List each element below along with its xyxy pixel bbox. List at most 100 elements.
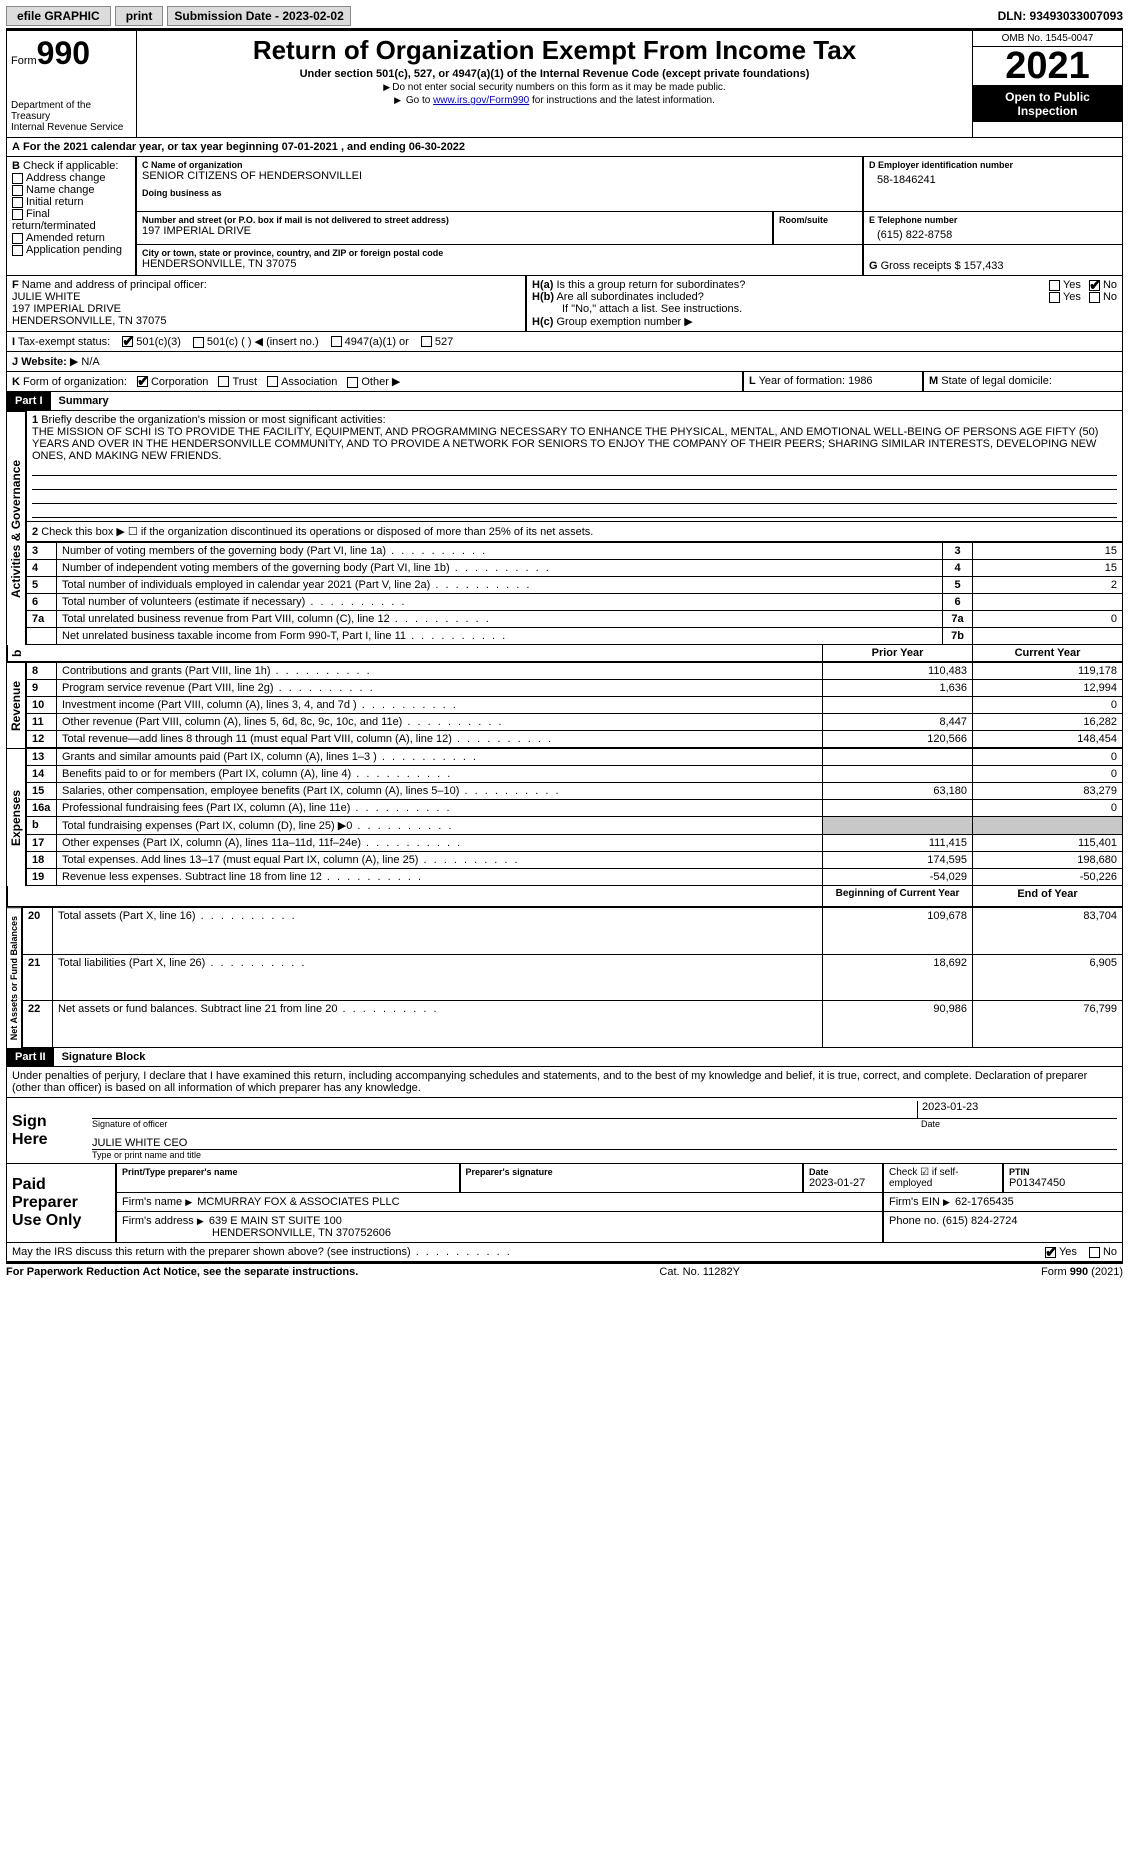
firm-phone: (615) 824-2724 — [942, 1215, 1017, 1227]
mission-text: THE MISSION OF SCHI IS TO PROVIDE THE FA… — [32, 426, 1098, 462]
print-button[interactable]: print — [115, 6, 164, 26]
gross-receipts: 157,433 — [964, 260, 1004, 272]
prep-date: 2023-01-27 — [809, 1177, 877, 1189]
city-label: City or town, state or province, country… — [142, 248, 857, 258]
cb-initial-return[interactable]: Initial return — [12, 196, 130, 208]
table-row: 12Total revenue—add lines 8 through 11 (… — [27, 731, 1123, 748]
d-label: Employer identification number — [878, 160, 1013, 170]
form-page: efile GRAPHIC print Submission Date - 20… — [0, 0, 1129, 1284]
table-row: 20Total assets (Part X, line 16)109,6788… — [23, 908, 1123, 955]
officer-name-title: JULIE WHITE CEO — [92, 1137, 1117, 1150]
sig-date: 2023-01-23 — [917, 1101, 1117, 1119]
f-label: Name and address of principal officer: — [22, 279, 207, 291]
col-prior: Prior Year — [822, 645, 972, 661]
hb-label: Are all subordinates included? — [556, 291, 703, 303]
may-irs-yes[interactable]: Yes — [1045, 1246, 1077, 1258]
cb-name-change[interactable]: Name change — [12, 184, 130, 196]
dept-treasury: Department of the Treasury Internal Reve… — [11, 100, 132, 133]
part1-header: Part I Summary — [6, 392, 1123, 411]
cb-app-pending[interactable]: Application pending — [12, 244, 130, 256]
firm-ein-label: Firm's EIN — [889, 1196, 940, 1208]
line-j: J Website: ▶ N/A — [6, 352, 1123, 372]
firm-city: HENDERSONVILLE, TN 370752606 — [122, 1227, 391, 1239]
prep-name-label: Print/Type preparer's name — [122, 1167, 454, 1177]
vtab-netassets: Net Assets or Fund Balances — [6, 907, 22, 1048]
table-row: 19Revenue less expenses. Subtract line 1… — [27, 869, 1123, 886]
cb-527[interactable]: 527 — [421, 336, 453, 348]
q2-text: Check this box ▶ ☐ if the organization d… — [41, 526, 593, 538]
cb-501c[interactable]: 501(c) ( ) ◀ (insert no.) — [193, 335, 319, 348]
paid-preparer: Paid Preparer Use Only — [6, 1164, 116, 1243]
cb-corporation[interactable]: Corporation — [137, 376, 208, 388]
cb-501c3[interactable]: 501(c)(3) — [122, 336, 181, 348]
j-label: Website: — [21, 356, 67, 368]
ptin-label: PTIN — [1009, 1167, 1117, 1177]
cb-address-change[interactable]: Address change — [12, 172, 130, 184]
officer-city: HENDERSONVILLE, TN 37075 — [12, 315, 520, 327]
firm-addr: 639 E MAIN ST SUITE 100 — [209, 1215, 342, 1227]
g-line: G Gross receipts $ 157,433 — [869, 248, 1117, 272]
sign-here: Sign Here — [6, 1098, 86, 1164]
paid-preparer-block: Paid Preparer Use Only Print/Type prepar… — [6, 1164, 1123, 1243]
table-row: 22Net assets or fund balances. Subtract … — [23, 1001, 1123, 1048]
form-number: Form990 — [11, 35, 132, 72]
table-row: 11Other revenue (Part VIII, column (A), … — [27, 714, 1123, 731]
hb-no[interactable]: No — [1089, 291, 1117, 303]
hc-label: Group exemption number — [556, 316, 681, 328]
form-note-2: Go to www.irs.gov/Form990 for instructio… — [141, 95, 968, 106]
k-label: Form of organization: — [23, 376, 127, 388]
q1-label: Briefly describe the organization's miss… — [41, 414, 385, 426]
may-irs-line: May the IRS discuss this return with the… — [6, 1243, 1123, 1262]
irs-link[interactable]: www.irs.gov/Form990 — [433, 95, 529, 106]
table-row: 8Contributions and grants (Part VIII, li… — [27, 663, 1123, 680]
line-a: A For the 2021 calendar year, or tax yea… — [6, 138, 1123, 157]
table-row: 6Total number of volunteers (estimate if… — [27, 594, 1123, 611]
line-i: I Tax-exempt status: 501(c)(3) 501(c) ( … — [6, 332, 1123, 352]
form-title: Return of Organization Exempt From Incom… — [141, 35, 968, 66]
prep-sig-label: Preparer's signature — [466, 1167, 798, 1177]
vtab-b: b — [7, 645, 26, 661]
vtab-activities: Activities & Governance — [6, 411, 26, 645]
col-headers-1: b Prior Year Current Year — [6, 645, 1123, 662]
cb-amended-return[interactable]: Amended return — [12, 232, 130, 244]
page-footer: For Paperwork Reduction Act Notice, see … — [6, 1262, 1123, 1278]
part2-title: Signature Block — [54, 1051, 146, 1063]
phone: (615) 822-8758 — [869, 225, 1117, 241]
vtab-spacer — [7, 886, 35, 906]
firm-name-label: Firm's name — [122, 1196, 182, 1208]
table-row: 9Program service revenue (Part VIII, lin… — [27, 680, 1123, 697]
line-klm: K Form of organization: Corporation Trus… — [6, 372, 1123, 392]
col-end: End of Year — [972, 886, 1122, 906]
may-irs-text: May the IRS discuss this return with the… — [12, 1246, 411, 1258]
g-label: Gross receipts $ — [881, 260, 961, 272]
ha-no[interactable]: No — [1089, 279, 1117, 291]
may-irs-no[interactable]: No — [1089, 1246, 1117, 1258]
footer-mid: Cat. No. 11282Y — [659, 1266, 740, 1278]
cb-final-return[interactable]: Final return/terminated — [12, 208, 130, 232]
col-current: Current Year — [972, 645, 1122, 661]
ha-yes[interactable]: Yes — [1049, 279, 1081, 291]
i-label: Tax-exempt status: — [18, 336, 110, 348]
firm-addr-label: Firm's address — [122, 1215, 194, 1227]
cb-4947[interactable]: 4947(a)(1) or — [331, 336, 409, 348]
hb-yes[interactable]: Yes — [1049, 291, 1081, 303]
part1-badge: Part I — [7, 392, 51, 410]
table-row: 5Total number of individuals employed in… — [27, 577, 1123, 594]
table-row: 14Benefits paid to or for members (Part … — [27, 766, 1123, 783]
open-public: Open to Public Inspection — [973, 86, 1122, 122]
firm-phone-label: Phone no. — [889, 1215, 939, 1227]
part2-badge: Part II — [7, 1048, 54, 1066]
self-employed: Check ☑ if self-employed — [883, 1164, 1003, 1193]
prep-date-label: Date — [809, 1167, 877, 1177]
table-row: 7aTotal unrelated business revenue from … — [27, 611, 1123, 628]
submission-date: Submission Date - 2023-02-02 — [167, 6, 350, 26]
cb-other[interactable]: Other ▶ — [347, 375, 400, 388]
gov-table: 3Number of voting members of the governi… — [26, 542, 1123, 645]
cb-trust[interactable]: Trust — [218, 376, 257, 388]
m-label: State of legal domicile: — [941, 375, 1052, 387]
cb-association[interactable]: Association — [267, 376, 337, 388]
b-check-label: Check if applicable: — [23, 160, 118, 172]
col-headers-2: Beginning of Current Year End of Year — [6, 886, 1123, 907]
declaration: Under penalties of perjury, I declare th… — [6, 1067, 1123, 1098]
form-header: Form990 Department of the Treasury Inter… — [6, 30, 1123, 138]
